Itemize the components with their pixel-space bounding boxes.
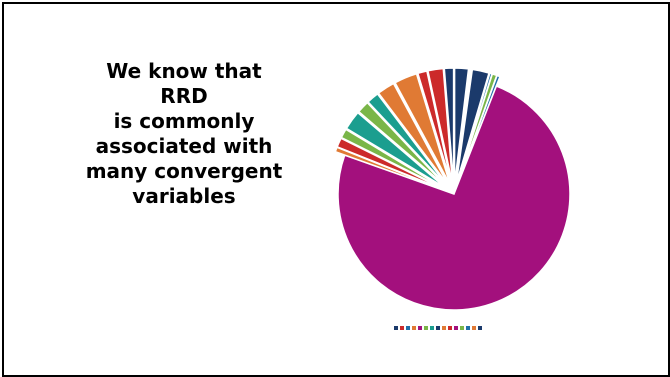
- pie-slice: [394, 72, 451, 186]
- pie-chart: [334, 67, 571, 311]
- pie-slice: [427, 67, 454, 185]
- pie-slice: [377, 82, 450, 187]
- headline-line: is commonly: [113, 109, 255, 133]
- legend-swatch: [424, 326, 428, 330]
- legend-swatch: [460, 326, 464, 330]
- legend-swatch: [406, 326, 410, 330]
- legend-swatch: [412, 326, 416, 330]
- headline-line: We know that: [106, 59, 262, 83]
- pie-slice: [443, 67, 455, 185]
- slide-headline: We know that RRD is commonly associated …: [64, 59, 304, 209]
- headline-line: many convergent: [85, 159, 283, 183]
- pie-slice: [455, 68, 490, 185]
- legend-swatch: [448, 326, 452, 330]
- legend-swatch: [436, 326, 440, 330]
- legend-swatch: [400, 326, 404, 330]
- pie-slice: [345, 111, 447, 189]
- pie-slice: [336, 137, 446, 191]
- headline-line: associated with: [95, 134, 273, 158]
- legend-swatch: [418, 326, 422, 330]
- pie-slice: [416, 70, 453, 185]
- legend-swatch: [454, 326, 458, 330]
- pie-slice: [454, 68, 473, 185]
- pie-slice: [357, 101, 448, 188]
- chart-legend: [394, 326, 484, 330]
- pie-slice: [340, 128, 446, 190]
- legend-swatch: [466, 326, 470, 330]
- legend-swatch: [442, 326, 446, 330]
- legend-swatch: [478, 326, 482, 330]
- legend-swatch: [394, 326, 398, 330]
- headline-line: RRD: [160, 84, 208, 108]
- pie-slice: [337, 85, 571, 311]
- legend-swatch: [472, 326, 476, 330]
- legend-swatch: [430, 326, 434, 330]
- pie-slice: [366, 92, 449, 187]
- headline-line: variables: [132, 184, 236, 208]
